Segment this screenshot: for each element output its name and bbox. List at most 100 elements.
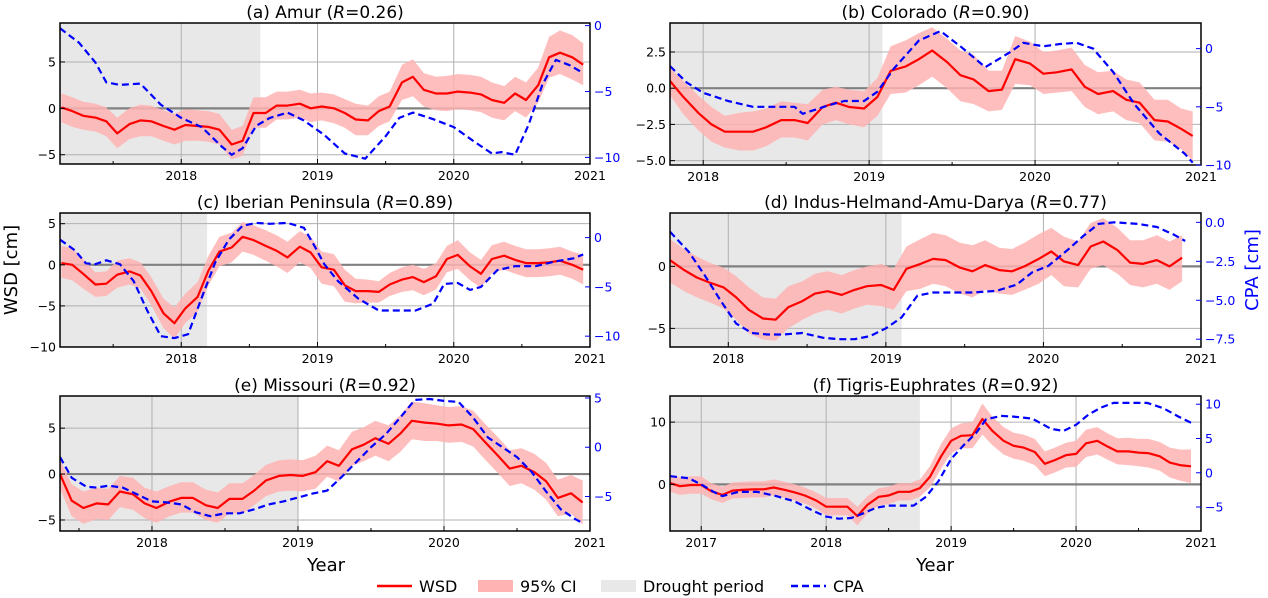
cpa-line xyxy=(60,221,584,340)
title-prefix: (b) Colorado ( xyxy=(841,3,959,23)
axes-frame xyxy=(59,212,591,348)
title-r: R xyxy=(1036,193,1048,213)
y-right-tick-label: 0.0 xyxy=(1205,215,1225,230)
y-tick-label: −5 xyxy=(38,298,56,313)
title-suffix: =0.89) xyxy=(394,193,453,213)
x-tick-label: 2019 xyxy=(935,535,967,550)
plot-area xyxy=(670,23,1201,165)
panel-title: (b) Colorado (R=0.90) xyxy=(841,3,1029,23)
plot-area xyxy=(60,213,590,347)
x-tick-label: 2021 xyxy=(1185,535,1217,550)
y-right-tick-label: 5 xyxy=(594,390,602,405)
x-tick-label: 2019 xyxy=(302,168,334,183)
wsd-line xyxy=(61,51,584,146)
cpa-line xyxy=(670,401,1192,520)
title-r: R xyxy=(345,376,357,396)
title-suffix: =0.77) xyxy=(1048,193,1107,213)
y-right-tick-label: 0 xyxy=(1205,41,1213,56)
title-prefix: (f) Tigris-Euphrates ( xyxy=(813,376,988,396)
plot-area xyxy=(670,213,1201,347)
panel-title: (e) Missouri (R=0.92) xyxy=(234,376,416,396)
panel-title: (c) Iberian Peninsula (R=0.89) xyxy=(197,193,453,213)
x-tick-label: 2021 xyxy=(574,351,606,366)
legend-wsd-label: WSD xyxy=(419,577,457,596)
x-tick-label: 2017 xyxy=(685,535,717,550)
y-right-tick-label: 10 xyxy=(1205,397,1221,412)
plot-area xyxy=(60,23,590,164)
wsd-line xyxy=(61,235,584,325)
x-tick-label: 2018 xyxy=(687,169,719,184)
panel-b: 2018 2019 2020 2021 −5.0 −2.5 0.0 2.5 −10 −5 0 (b) … xyxy=(636,3,1232,184)
title-r: R xyxy=(959,3,971,23)
panel-title: (f) Tigris-Euphrates (R=0.92) xyxy=(813,376,1059,396)
x-axis-label-right: Year xyxy=(915,555,955,576)
legend-ci-label: 95% CI xyxy=(520,577,577,596)
panel-c: 2018 2019 2020 2021 −10 −5 0 5 −10 −5 0 (c) Iberian… xyxy=(30,193,621,366)
x-tick-label: 2019 xyxy=(870,351,902,366)
y-tick-label: −5 xyxy=(38,512,56,527)
y-tick-label: −5.0 xyxy=(636,153,666,168)
cpa-line xyxy=(60,27,584,160)
panel-title: (a) Amur (R=0.26) xyxy=(246,3,404,23)
x-tick-label: 2020 xyxy=(1060,535,1092,550)
y-tick-label: −2.5 xyxy=(636,117,666,132)
ci-band xyxy=(670,27,1193,161)
y-right-tick-label: −5.0 xyxy=(1205,293,1235,308)
y-tick-label: 5 xyxy=(48,421,56,436)
wsd-line xyxy=(670,417,1192,518)
ci-band xyxy=(61,30,584,160)
x-tick-label: 2020 xyxy=(438,168,470,183)
panel-d: 2018 2019 2020 2021 −5 0 −7.5 −5.0 −2.5 0.0 (d) In… xyxy=(648,193,1236,366)
x-axis-label-left: Year xyxy=(306,555,346,576)
ci-band xyxy=(60,401,583,525)
x-tick-label: 2020 xyxy=(438,351,470,366)
legend-ci-swatch xyxy=(478,580,513,592)
y-tick-label: 0.0 xyxy=(646,81,666,96)
title-prefix: (c) Iberian Peninsula ( xyxy=(197,193,383,213)
y-right-tick-label: −10 xyxy=(594,150,620,165)
y-right-tick-label: −10 xyxy=(594,329,620,344)
y-right-tick-label: −5 xyxy=(594,489,612,504)
y-right-tick-label: −5 xyxy=(1205,99,1223,114)
legend: WSD 95% CI Drought period CPA xyxy=(377,577,864,596)
panel-a: 2018 2019 2020 2021 −5 0 5 −10 −5 0 (a) Amur (R=0.… xyxy=(38,3,621,183)
title-suffix: =0.90) xyxy=(971,3,1030,23)
x-tick-label: 2020 xyxy=(1019,169,1051,184)
title-prefix: (e) Missouri ( xyxy=(234,376,345,396)
panel-e: 2018 2019 2020 2021 −5 0 5 −5 0 5 (e) Missouri (R=… xyxy=(38,376,613,550)
y-tick-label: 0 xyxy=(48,257,56,272)
title-suffix: =0.92) xyxy=(1000,376,1059,396)
cpa-line xyxy=(60,397,584,525)
y-right-tick-label: 0 xyxy=(594,230,602,245)
y-tick-label: 5 xyxy=(48,54,56,69)
y-tick-label: 0 xyxy=(658,259,666,274)
x-tick-label: 2019 xyxy=(853,169,885,184)
title-r: R xyxy=(333,3,345,23)
y-tick-label: 0 xyxy=(658,477,666,492)
y-right-tick-label: −5 xyxy=(594,84,612,99)
plot-area xyxy=(60,396,590,531)
wsd-line xyxy=(670,240,1183,321)
y-right-tick-label: −7.5 xyxy=(1205,332,1235,347)
x-tick-label: 2020 xyxy=(1028,351,1060,366)
x-tick-label: 2019 xyxy=(282,535,314,550)
axes-frame xyxy=(669,212,1202,348)
x-tick-label: 2018 xyxy=(165,168,197,183)
y-right-tick-label: 0 xyxy=(594,440,602,455)
x-tick-label: 2021 xyxy=(1185,351,1217,366)
x-tick-label: 2021 xyxy=(1185,169,1217,184)
ci-band xyxy=(61,222,584,339)
legend-drought-swatch xyxy=(601,580,636,592)
legend-drought-label: Drought period xyxy=(643,577,764,596)
x-tick-label: 2020 xyxy=(428,535,460,550)
y-tick-label: −10 xyxy=(30,340,56,355)
x-tick-label: 2021 xyxy=(574,168,606,183)
y-tick-label: 2.5 xyxy=(646,44,666,59)
y-tick-label: −5 xyxy=(38,147,56,162)
drought-period xyxy=(670,396,920,531)
y-right-tick-label: 0 xyxy=(594,18,602,33)
x-tick-label: 2019 xyxy=(302,351,334,366)
y-axis-label-left: WSD [cm] xyxy=(1,225,22,315)
legend-cpa-label: CPA xyxy=(833,577,864,596)
y-tick-label: 5 xyxy=(48,216,56,231)
